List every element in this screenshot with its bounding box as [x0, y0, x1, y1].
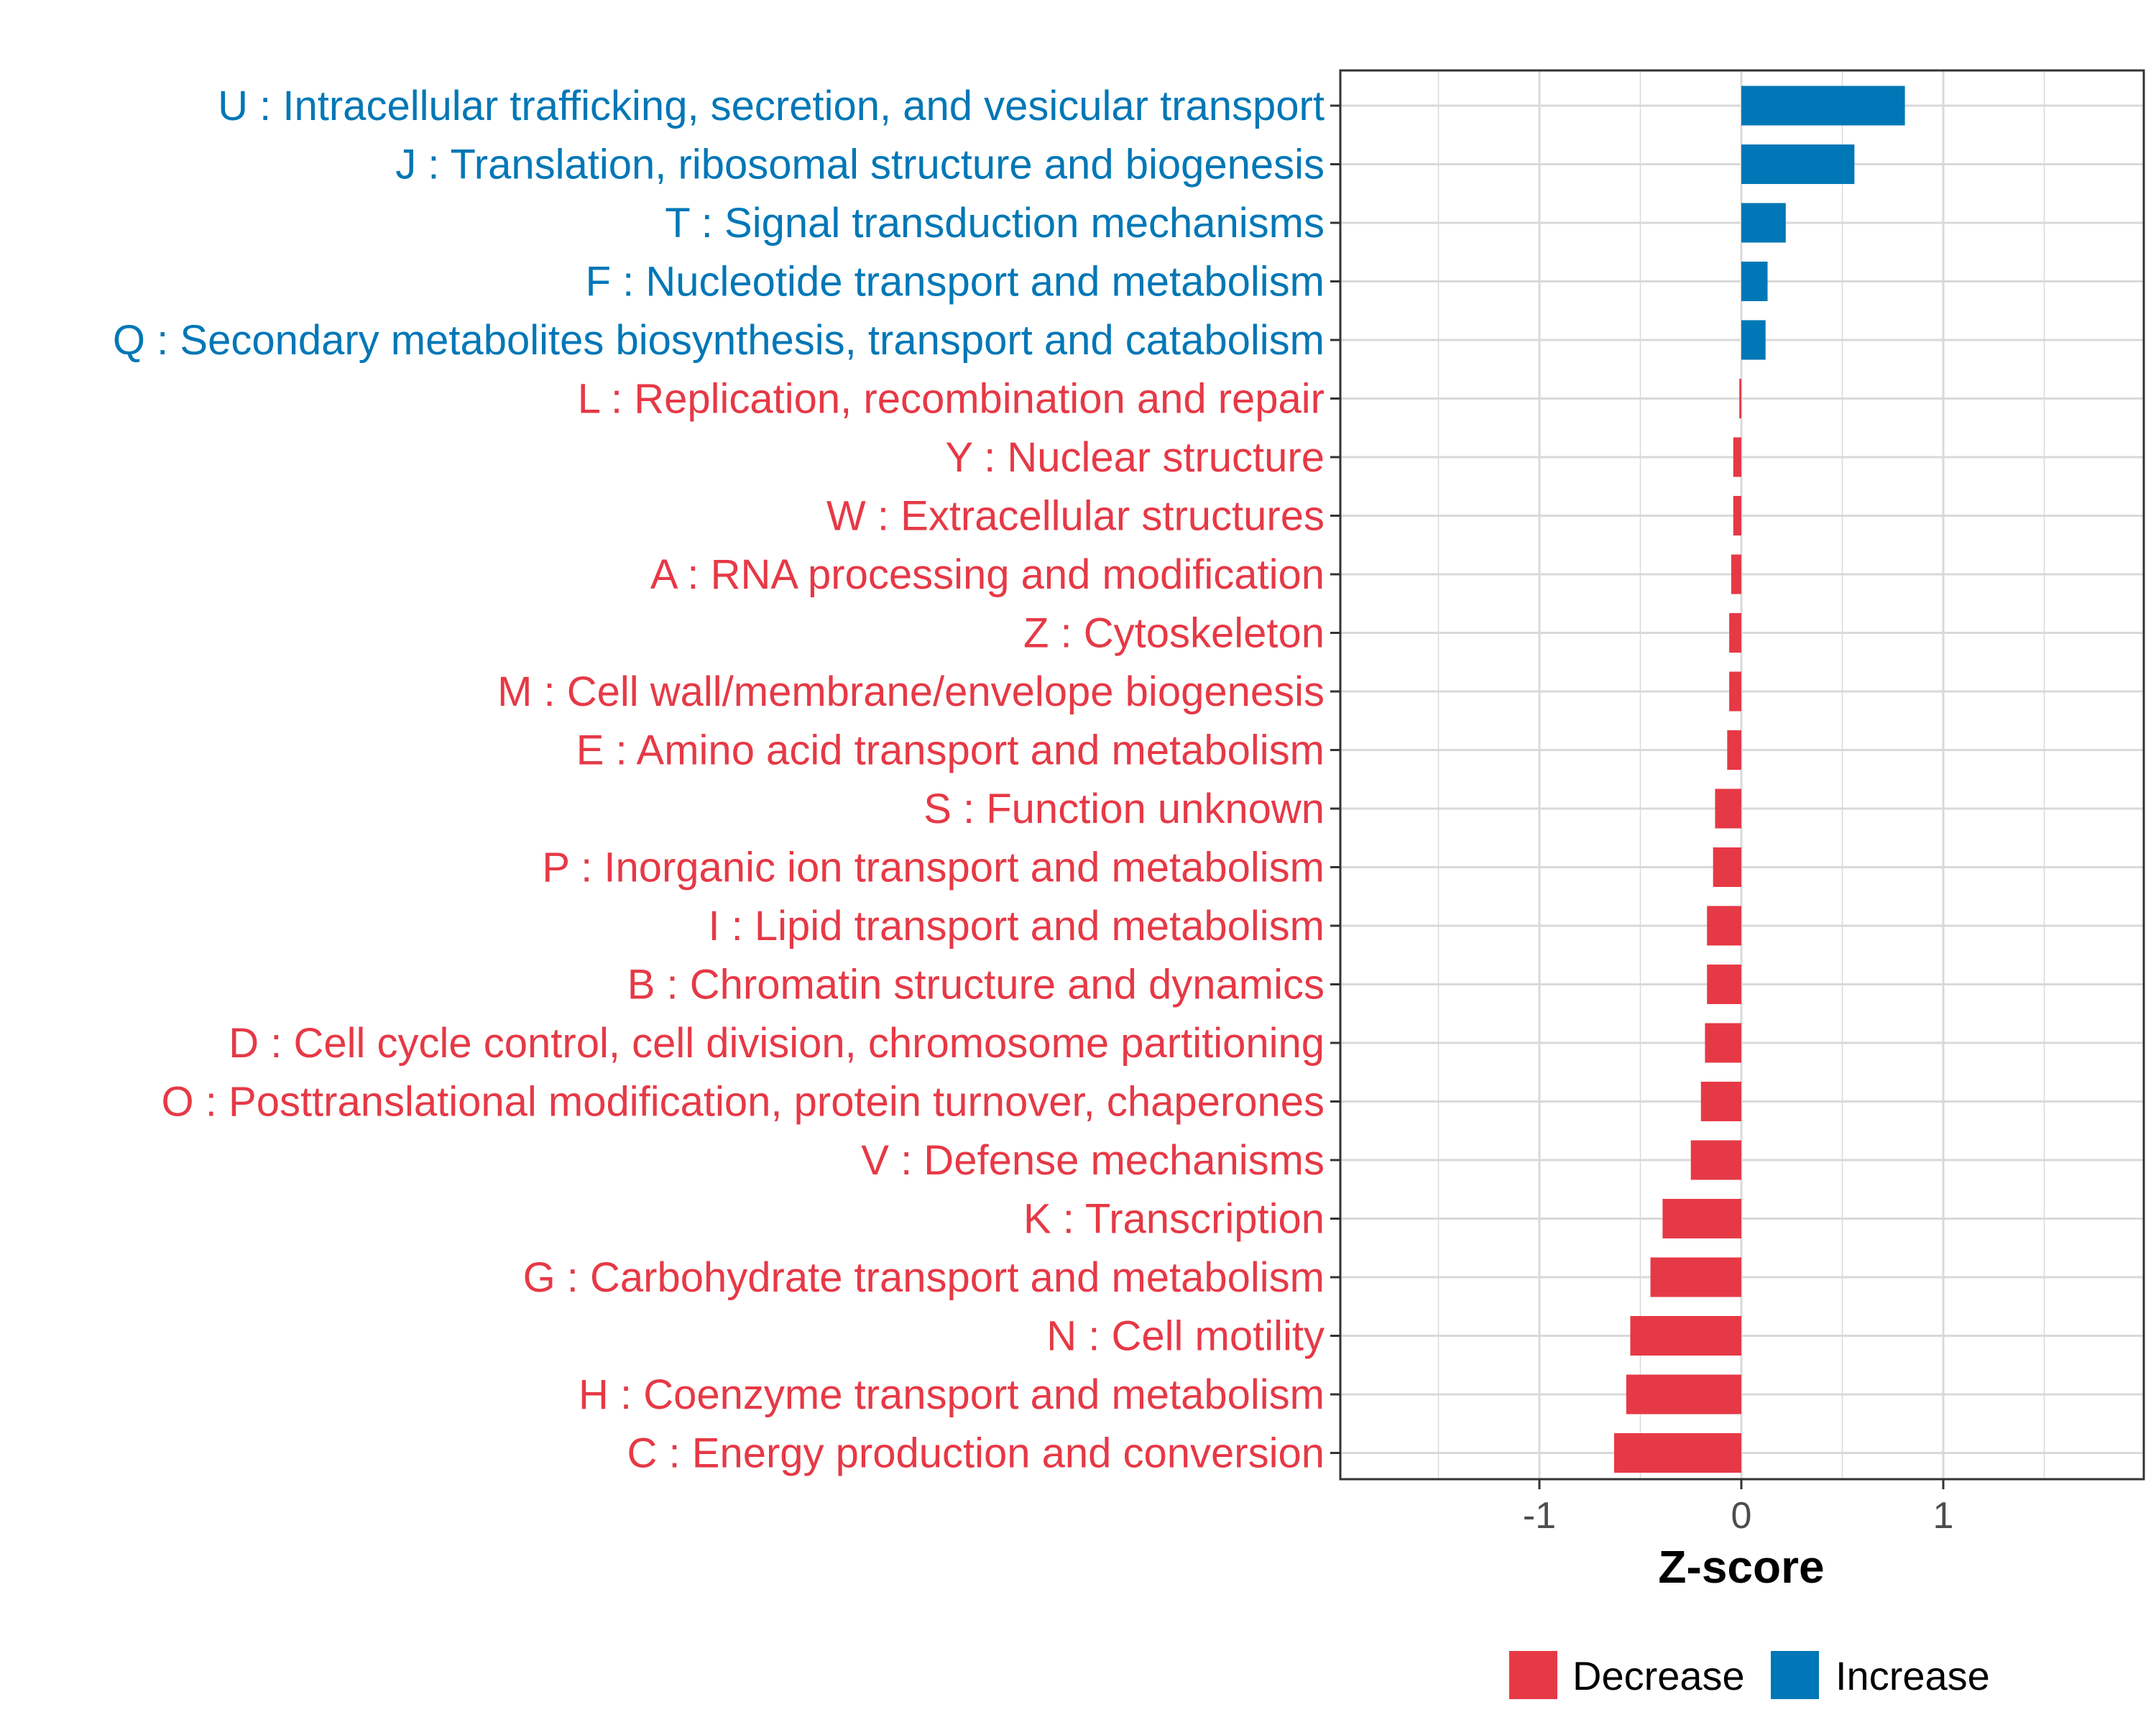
category-label: G : Carbohydrate transport and metabolis…	[523, 1254, 1325, 1301]
category-label: M : Cell wall/membrane/envelope biogenes…	[497, 668, 1325, 715]
category-label: P : Inorganic ion transport and metaboli…	[542, 845, 1325, 891]
x-tick-label: 0	[1731, 1495, 1752, 1537]
x-axis: -1 0 1	[1523, 1479, 1954, 1537]
grid-layer	[1340, 70, 2144, 1479]
category-label: E : Amino acid transport and metabolism	[576, 727, 1325, 774]
category-label: F : Nucleotide transport and metabolism	[586, 259, 1325, 305]
category-label: I : Lipid transport and metabolism	[708, 903, 1325, 949]
category-label: H : Coenzyme transport and metabolism	[579, 1371, 1325, 1418]
bar	[1700, 1082, 1741, 1121]
category-label: U : Intracellular trafficking, secretion…	[218, 83, 1325, 129]
bar	[1741, 320, 1766, 360]
bar	[1650, 1257, 1741, 1297]
bar	[1741, 262, 1768, 301]
category-label: O : Posttranslational modification, prot…	[162, 1079, 1325, 1126]
x-tick-label: 1	[1933, 1495, 1954, 1537]
category-label: J : Translation, ribosomal structure and…	[395, 142, 1325, 188]
bar	[1690, 1140, 1741, 1180]
category-label: A : RNA processing and modification	[650, 551, 1325, 598]
legend-swatch	[1509, 1651, 1557, 1699]
bar	[1741, 86, 1905, 126]
category-label: W : Extracellular structures	[826, 493, 1325, 540]
bar	[1727, 730, 1741, 770]
category-label: T : Signal transduction mechanisms	[665, 200, 1325, 247]
category-label: Z : Cytoskeleton	[1023, 610, 1325, 657]
category-labels: U : Intracellular trafficking, secretion…	[113, 83, 1325, 1477]
bar	[1713, 847, 1741, 887]
legend-label: Decrease	[1572, 1653, 1745, 1698]
bar	[1707, 906, 1741, 946]
bar	[1733, 496, 1741, 535]
category-label: Q : Secondary metabolites biosynthesis, …	[113, 317, 1325, 364]
x-tick-label: -1	[1523, 1495, 1556, 1537]
bar	[1731, 554, 1741, 594]
bar	[1705, 1023, 1741, 1063]
category-label: D : Cell cycle control, cell division, c…	[229, 1020, 1325, 1067]
bar	[1733, 437, 1741, 477]
category-label: L : Replication, recombination and repai…	[578, 376, 1325, 423]
legend-label: Increase	[1835, 1653, 1990, 1698]
y-tick-marks	[1330, 104, 1340, 1454]
category-label: N : Cell motility	[1046, 1313, 1325, 1360]
bar	[1613, 1433, 1741, 1473]
bar	[1630, 1316, 1741, 1356]
bar	[1707, 965, 1741, 1004]
bar	[1626, 1374, 1741, 1414]
category-label: S : Function unknown	[923, 786, 1325, 832]
bar	[1741, 144, 1855, 184]
bar	[1729, 613, 1741, 653]
category-label: B : Chromatin structure and dynamics	[627, 962, 1325, 1008]
bar	[1662, 1199, 1741, 1238]
legend: Decrease Increase	[1509, 1651, 1990, 1699]
bar	[1741, 203, 1786, 243]
bar	[1715, 788, 1741, 829]
category-label: C : Energy production and conversion	[627, 1430, 1325, 1477]
bar	[1739, 379, 1741, 418]
bar-layer	[1613, 86, 1905, 1473]
x-axis-title: Z-score	[1658, 1541, 1824, 1593]
category-label: Y : Nuclear structure	[945, 434, 1325, 481]
category-label: K : Transcription	[1023, 1196, 1325, 1243]
bar	[1729, 671, 1741, 712]
legend-swatch	[1771, 1651, 1819, 1699]
category-label: V : Defense mechanisms	[861, 1137, 1325, 1184]
